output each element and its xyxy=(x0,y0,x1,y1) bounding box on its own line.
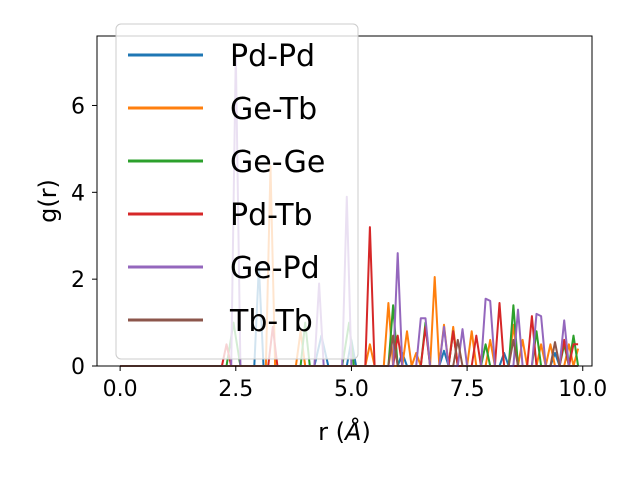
y-axis: 0 2 4 6 xyxy=(71,94,97,380)
legend-label-pd-pd: Pd-Pd xyxy=(230,39,315,74)
x-tick-label: 10.0 xyxy=(558,377,607,402)
legend-label-ge-pd: Ge-Pd xyxy=(230,251,320,286)
x-tick-label: 0.0 xyxy=(103,377,138,402)
x-axis-label-unit: Å xyxy=(343,417,361,446)
y-tick-label: 4 xyxy=(71,181,85,206)
legend-label-ge-tb: Ge-Tb xyxy=(230,92,317,127)
x-axis-label-suffix: ) xyxy=(361,418,370,446)
y-tick-label: 2 xyxy=(71,268,85,293)
x-axis: 0.0 2.5 5.0 7.5 10.0 xyxy=(103,366,607,402)
x-tick-label: 2.5 xyxy=(218,377,253,402)
legend: Pd-Pd Ge-Tb Ge-Ge Pd-Tb Ge-Pd Tb-Tb xyxy=(115,23,359,360)
x-axis-label: r (Å) xyxy=(318,417,371,446)
x-axis-label-prefix: r ( xyxy=(318,418,345,446)
x-tick-label: 5.0 xyxy=(334,377,369,402)
legend-label-tb-tb: Tb-Tb xyxy=(229,304,313,339)
y-tick-label: 6 xyxy=(71,94,85,119)
y-tick-label: 0 xyxy=(71,355,85,380)
legend-label-ge-ge: Ge-Ge xyxy=(230,145,325,180)
y-axis-label: g(r) xyxy=(34,179,62,223)
legend-label-pd-tb: Pd-Tb xyxy=(230,198,313,233)
x-tick-label: 7.5 xyxy=(450,377,485,402)
